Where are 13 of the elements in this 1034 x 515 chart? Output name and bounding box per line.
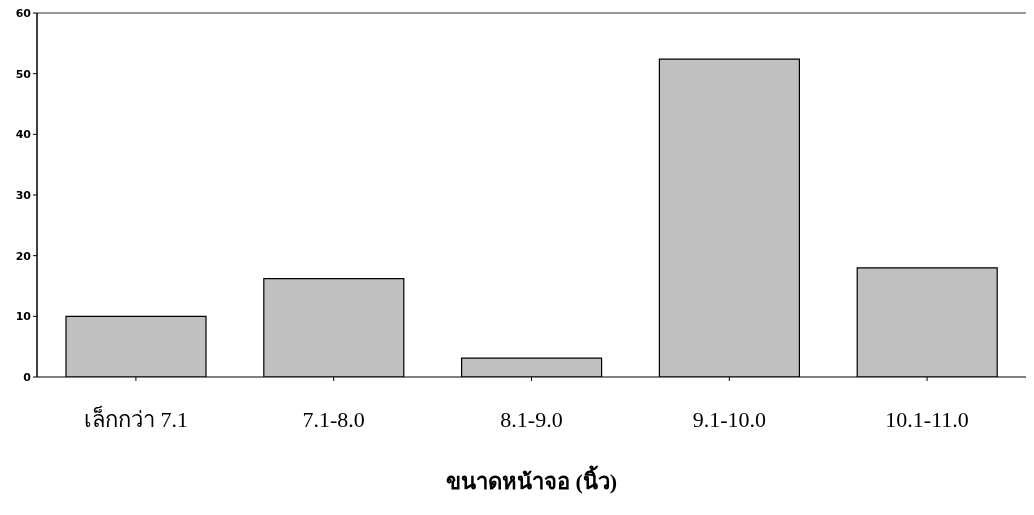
y-tick-label: 30 <box>15 188 32 202</box>
y-tick-label: 60 <box>15 6 32 20</box>
x-tick-label: 9.1-10.0 <box>692 406 766 432</box>
y-tick-label: 40 <box>15 128 32 142</box>
x-tick-label: เล็กกว่า 7.1 <box>83 404 188 432</box>
y-tick-label: 10 <box>15 310 32 324</box>
y-tick-label: 0 <box>23 370 32 384</box>
x-tick-label: 7.1-8.0 <box>302 406 365 432</box>
x-tick-label: 10.1-11.0 <box>885 406 969 432</box>
y-tick-label: 20 <box>15 249 32 263</box>
y-tick-label: 50 <box>15 67 32 81</box>
x-axis-title: ขนาดหน้าจอ (นิ้ว) <box>445 465 618 494</box>
x-tick-label: 8.1-9.0 <box>500 406 563 432</box>
